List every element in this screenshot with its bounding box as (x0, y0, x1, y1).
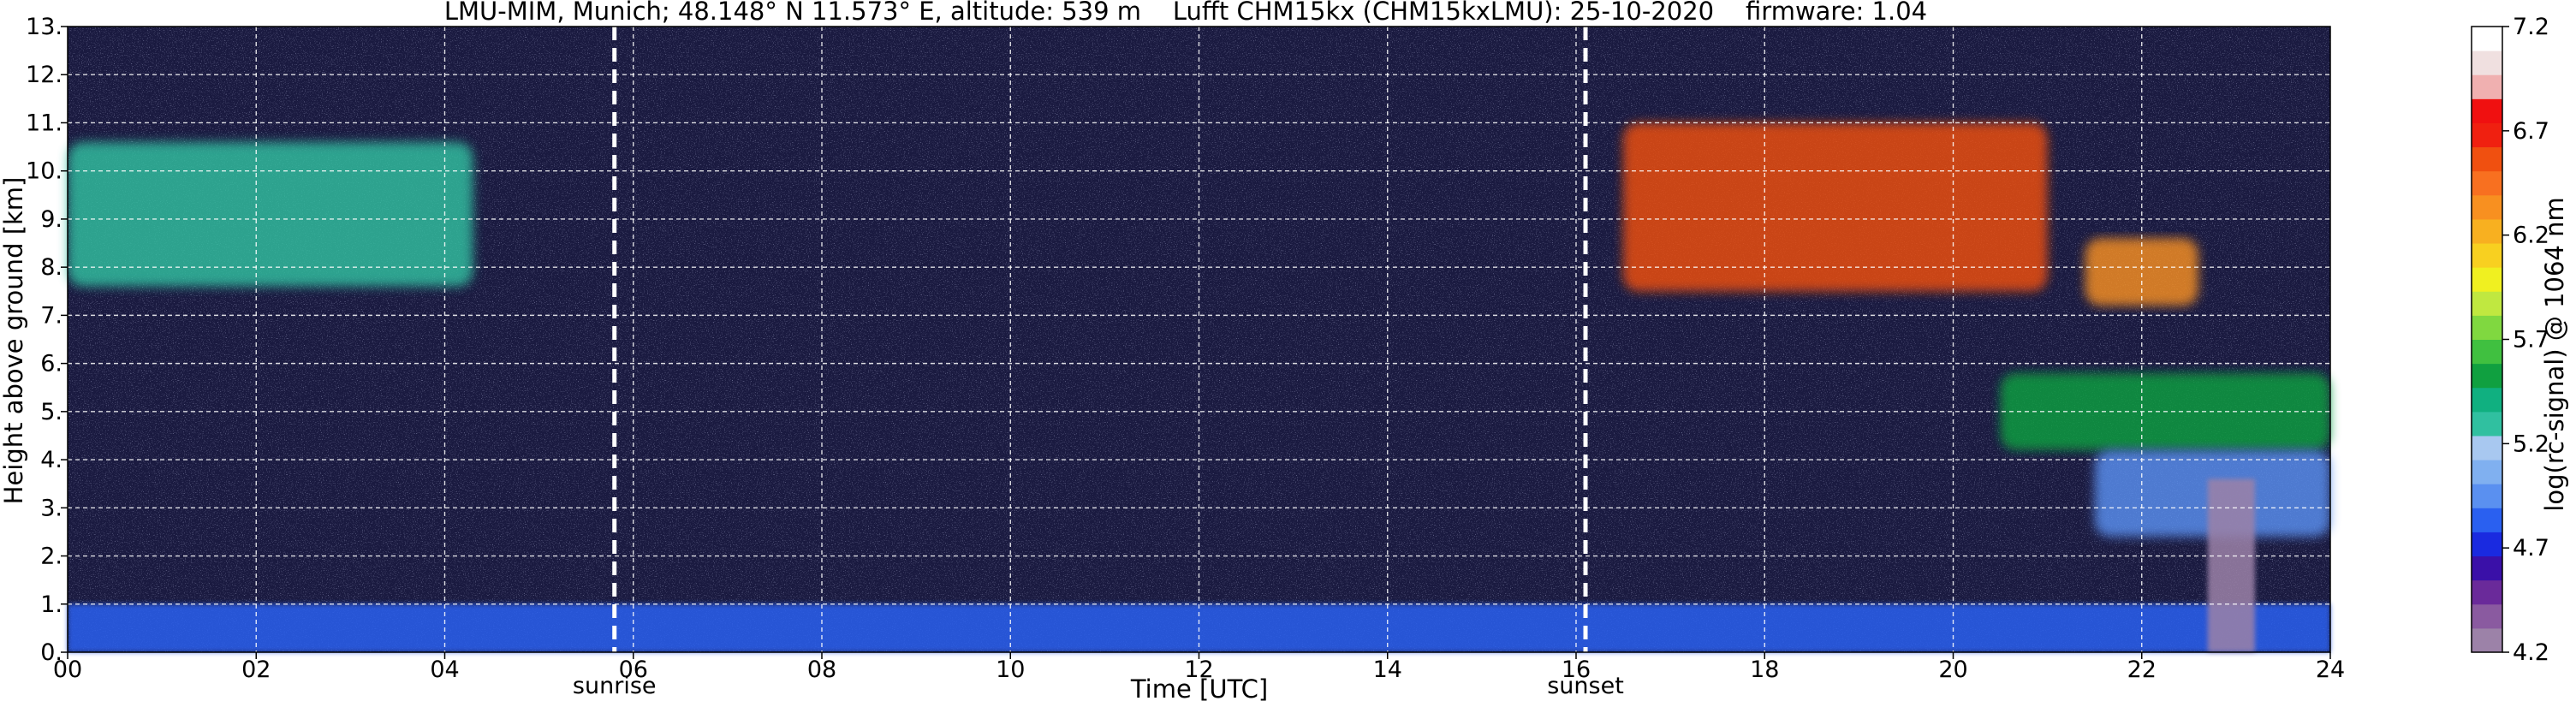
colorbar-segment (2472, 627, 2502, 653)
colorbar-segment (2472, 411, 2502, 437)
colorbar-tick-label: 5.2 (2513, 431, 2549, 457)
colorbar-segment (2472, 315, 2502, 340)
y-tick-label: 9. (40, 206, 62, 233)
colorbar-segment (2472, 579, 2502, 605)
y-axis-label: Height above ground [km] (0, 177, 28, 505)
x-tick-label: 00 (53, 656, 82, 683)
colorbar-segment (2472, 339, 2502, 365)
y-tick-label: 12. (26, 62, 62, 88)
y-tick-label: 11. (26, 110, 62, 136)
colorbar-segment (2472, 508, 2502, 532)
colorbar-tick-label: 4.2 (2513, 639, 2549, 666)
x-axis: 00 02 04 06 08 10 12 14 16 18 20 22 24 (53, 652, 2345, 683)
plot-area (67, 26, 2331, 653)
sunrise-label: sunrise (573, 673, 657, 699)
colorbar-segment (2472, 170, 2502, 196)
grid-lines (68, 27, 2330, 652)
y-tick-label: 4. (40, 447, 62, 473)
x-tick-label: 04 (430, 656, 459, 683)
feature-rain-shadow (2207, 478, 2255, 652)
colorbar-tick-label: 6.2 (2513, 223, 2549, 249)
feature-cirrus-cloud (1623, 122, 2048, 292)
colorbar-segment (2472, 435, 2502, 460)
x-tick-label: 22 (2127, 656, 2157, 683)
colorbar-segment (2472, 50, 2502, 75)
y-tick-label: 8. (40, 254, 62, 281)
colorbar-segment (2472, 603, 2502, 629)
x-tick-label: 10 (996, 656, 1025, 683)
x-tick-label: 24 (2316, 656, 2345, 683)
colorbar-segment (2472, 243, 2502, 268)
annotation-lines (612, 27, 1588, 652)
y-tick-label: 2. (40, 544, 62, 570)
y-tick-label: 0. (40, 639, 62, 666)
colorbar-segment (2472, 194, 2502, 220)
colorbar-segment (2472, 27, 2502, 51)
y-tick-label: 1. (40, 591, 62, 618)
y-tick-label: 3. (40, 495, 62, 521)
x-tick-label: 18 (1750, 656, 1779, 683)
colorbar-tick-label: 4.7 (2513, 535, 2549, 561)
x-tick-label: 06 (619, 656, 648, 683)
colorbar-segment (2472, 460, 2502, 484)
colorbar-segment (2472, 122, 2502, 148)
colorbar-segment (2472, 532, 2502, 557)
y-axis: 0. 1. 2. 3. 4. 5. 6. 7. 8. 9. 10. 11. 12. 13. (26, 14, 68, 666)
y-tick-label: 6. (40, 351, 62, 377)
colorbar-segment (2472, 387, 2502, 413)
colorbar-segment (2472, 484, 2502, 508)
colorbar-tick-label: 7.2 (2513, 14, 2549, 40)
x-tick-label: 16 (1562, 656, 1591, 683)
colorbar: 4.2 4.7 5.2 5.7 6.2 6.7 7.2 (2471, 14, 2549, 666)
x-tick-label: 20 (1938, 656, 1967, 683)
feature-elevated-layer (68, 141, 473, 287)
colorbar-segment (2472, 98, 2502, 123)
sunset-label: sunset (1547, 673, 1624, 699)
y-tick-label: 10. (26, 158, 62, 185)
colorbar-segment (2472, 146, 2502, 172)
y-tick-label: 5. (40, 399, 62, 425)
colorbar-segment (2472, 556, 2502, 581)
chart-title: LMU-MIM, Munich; 48.148° N 11.573° E, al… (444, 0, 1927, 26)
annotation-labels: sunrise sunset (573, 673, 1624, 699)
x-tick-label: 12 (1184, 656, 1213, 683)
x-tick-label: 08 (807, 656, 836, 683)
colorbar-segment (2472, 363, 2502, 389)
colorbar-segment (2472, 74, 2502, 99)
x-tick-label: 02 (241, 656, 271, 683)
colorbar-tick-label: 5.7 (2513, 327, 2549, 354)
x-axis-label: Time [UTC] (1130, 674, 1268, 704)
y-tick-label: 7. (40, 302, 62, 329)
colorbar-label: log(rc-signal) @ 1064 nm (2540, 197, 2569, 511)
colorbar-segment (2472, 267, 2502, 292)
feature-cirrus-cloud (2085, 238, 2198, 306)
y-tick-label: 13. (26, 14, 62, 40)
x-tick-label: 14 (1373, 656, 1402, 683)
colorbar-tick-label: 6.7 (2513, 118, 2549, 145)
colorbar-segment (2472, 291, 2502, 316)
colorbar-segment (2472, 218, 2502, 244)
